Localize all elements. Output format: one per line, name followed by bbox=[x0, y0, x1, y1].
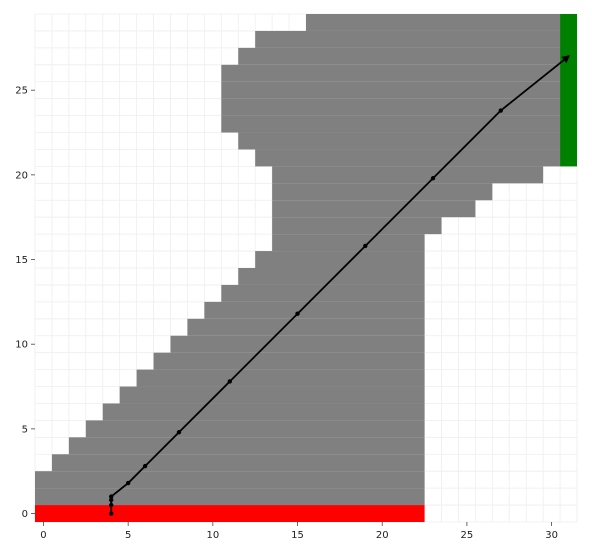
occupied-row bbox=[238, 268, 425, 285]
y-tick-label: 0 bbox=[22, 509, 28, 520]
occupied-cells bbox=[35, 14, 561, 506]
occupied-row bbox=[221, 98, 561, 116]
y-tick-label: 10 bbox=[15, 340, 28, 351]
path-point bbox=[176, 430, 182, 435]
x-tick-label: 20 bbox=[376, 530, 389, 541]
path-point bbox=[109, 502, 114, 508]
path-point bbox=[498, 108, 503, 113]
occupied-row bbox=[204, 301, 425, 319]
occupied-row bbox=[221, 115, 561, 133]
occupied-row bbox=[272, 217, 442, 235]
occupied-row bbox=[306, 14, 561, 31]
occupied-row bbox=[102, 403, 425, 421]
x-tick-label: 15 bbox=[291, 530, 304, 541]
x-tick-label: 5 bbox=[125, 530, 131, 541]
occupied-row bbox=[85, 420, 425, 438]
occupied-row bbox=[35, 471, 425, 489]
occupied-row bbox=[35, 488, 425, 506]
y-tick-label: 15 bbox=[15, 255, 28, 266]
occupied-row bbox=[255, 251, 425, 268]
occupied-row bbox=[272, 183, 493, 201]
path-point bbox=[109, 511, 114, 516]
path-point bbox=[295, 311, 300, 316]
occupied-row bbox=[255, 30, 561, 48]
path-point bbox=[109, 497, 114, 503]
occupied-row bbox=[153, 352, 425, 370]
occupied-row bbox=[255, 149, 561, 167]
occupied-row bbox=[272, 234, 425, 252]
path-point bbox=[125, 480, 131, 486]
goal-region bbox=[560, 14, 577, 167]
occupied-row bbox=[170, 335, 425, 353]
x-tick-label: 0 bbox=[40, 530, 46, 541]
occupied-row bbox=[119, 386, 425, 404]
start-region bbox=[35, 505, 425, 522]
x-axis-ticks: 0 5 10 15 20 25 30 bbox=[40, 522, 558, 541]
y-tick-label: 5 bbox=[22, 424, 28, 435]
path-point bbox=[363, 243, 368, 249]
occupied-row bbox=[221, 81, 561, 99]
y-tick-label: 20 bbox=[15, 170, 28, 181]
y-tick-label: 25 bbox=[15, 86, 28, 97]
occupied-row bbox=[68, 437, 425, 455]
x-tick-label: 10 bbox=[206, 530, 219, 541]
occupied-row bbox=[221, 64, 561, 82]
occupied-row bbox=[238, 47, 561, 65]
path-point bbox=[227, 379, 232, 384]
occupied-row bbox=[136, 369, 425, 387]
start-goal-regions bbox=[35, 14, 577, 522]
x-tick-label: 30 bbox=[545, 530, 558, 541]
occupied-row bbox=[238, 132, 561, 150]
y-axis-ticks: 0 5 10 15 20 25 bbox=[15, 86, 35, 520]
path-point bbox=[142, 463, 148, 469]
occupied-row bbox=[221, 284, 425, 302]
occupied-row bbox=[51, 454, 425, 472]
x-tick-label: 25 bbox=[461, 530, 474, 541]
path-series bbox=[109, 55, 571, 516]
occupied-row bbox=[187, 318, 425, 336]
occupied-row bbox=[272, 166, 544, 184]
occupied-row bbox=[272, 200, 476, 218]
path-point bbox=[430, 176, 436, 181]
path-point bbox=[109, 494, 114, 499]
